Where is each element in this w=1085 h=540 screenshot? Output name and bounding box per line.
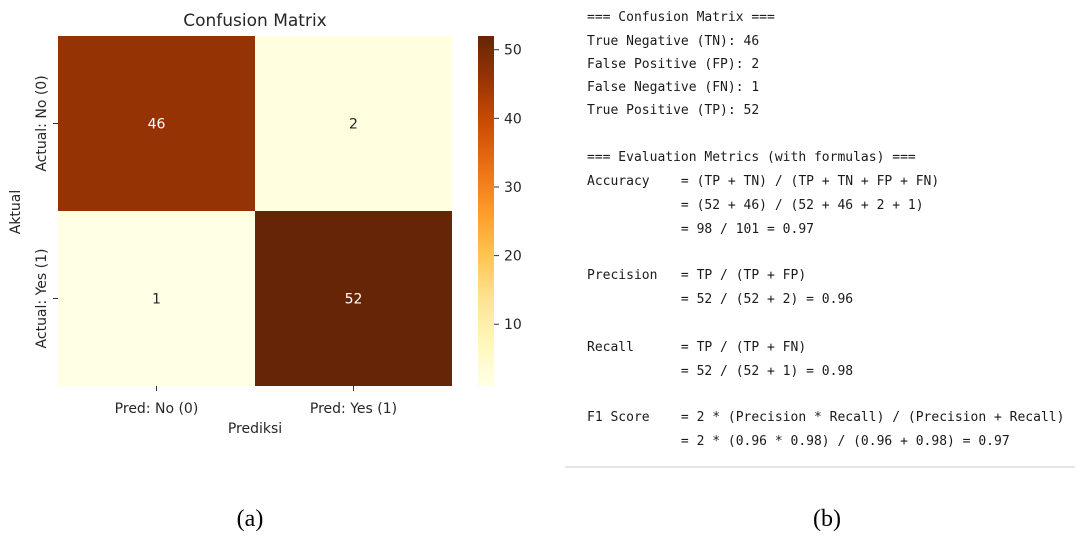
console-line: False Negative (FN): 1 xyxy=(587,80,760,95)
console-line: Accuracy = (TP + TN) / (TP + TN + FP + F… xyxy=(587,174,940,189)
console-line: === Evaluation Metrics (with formulas) =… xyxy=(587,150,916,165)
console-line: = 98 / 101 = 0.97 xyxy=(587,222,814,237)
console-line: False Positive (FP): 2 xyxy=(587,57,760,72)
heatmap-cell xyxy=(58,36,255,211)
colorbar-tick-label: 30 xyxy=(504,180,522,196)
cell-value-label: 2 xyxy=(349,117,358,133)
console-line: True Positive (TP): 52 xyxy=(587,103,760,118)
cell-value-label: 1 xyxy=(152,292,161,308)
console-line: = (52 + 46) / (52 + 46 + 2 + 1) xyxy=(587,198,924,213)
cell-value-label: 52 xyxy=(345,292,363,308)
y-tick-label: Actual: No (0) xyxy=(34,75,50,171)
y-tick-label: Actual: Yes (1) xyxy=(34,249,50,349)
console-line: True Negative (TN): 46 xyxy=(587,34,760,49)
colorbar-tick-label: 50 xyxy=(504,43,522,59)
x-tick-label: Pred: Yes (1) xyxy=(310,401,397,417)
colorbar xyxy=(478,36,494,386)
heatmap-cell xyxy=(58,211,255,386)
console-output: === Confusion Matrix === True Negative (T… xyxy=(565,0,1075,468)
x-axis-label: Prediksi xyxy=(228,421,282,437)
colorbar-tick-label: 40 xyxy=(504,111,522,127)
x-tick-label: Pred: No (0) xyxy=(115,401,199,417)
console-line: F1 Score = 2 * (Precision * Recall) / (P… xyxy=(587,410,1065,425)
console-line: = 52 / (52 + 2) = 0.96 xyxy=(587,292,854,307)
console-line: = 2 * (0.96 * 0.98) / (0.96 + 0.98) = 0.… xyxy=(587,434,1010,449)
y-axis-label: Aktual xyxy=(8,190,24,235)
caption-a: (a) xyxy=(236,506,264,532)
chart-title: Confusion Matrix xyxy=(183,11,327,31)
colorbar-tick-label: 10 xyxy=(504,317,522,333)
heatmap-cell xyxy=(255,36,452,211)
colorbar-tick-label: 20 xyxy=(504,249,522,265)
console-line: Precision = TP / (TP + FP) xyxy=(587,268,807,283)
confusion-matrix-heatmap: Confusion Matrix 46 2 1 52 Pred: No (0) Pred… xyxy=(8,11,522,437)
console-line: === Confusion Matrix === xyxy=(587,10,775,25)
caption-b: (b) xyxy=(813,506,841,532)
cell-value-label: 46 xyxy=(148,117,166,133)
console-line: Recall = TP / (TP + FN) xyxy=(587,340,807,355)
heatmap-cell xyxy=(255,211,452,386)
console-line: = 52 / (52 + 1) = 0.98 xyxy=(587,364,854,379)
